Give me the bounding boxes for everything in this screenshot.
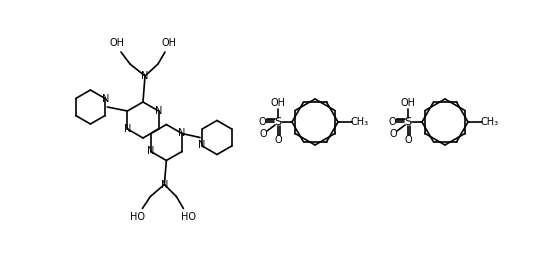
Text: OH: OH bbox=[161, 38, 176, 48]
Text: O: O bbox=[274, 135, 282, 145]
Text: HO: HO bbox=[181, 212, 196, 222]
Text: CH₃: CH₃ bbox=[481, 117, 499, 127]
Text: O: O bbox=[404, 135, 412, 145]
Text: CH₃: CH₃ bbox=[351, 117, 369, 127]
Text: O: O bbox=[259, 129, 267, 139]
Text: N: N bbox=[178, 129, 185, 139]
Text: O: O bbox=[388, 117, 396, 127]
Text: N: N bbox=[155, 106, 162, 116]
Text: N: N bbox=[124, 124, 131, 134]
Text: OH: OH bbox=[109, 38, 124, 48]
Text: N: N bbox=[102, 94, 110, 104]
Text: N: N bbox=[142, 71, 148, 81]
Text: S: S bbox=[405, 117, 412, 127]
Text: N: N bbox=[161, 180, 168, 190]
Text: N: N bbox=[147, 147, 154, 157]
Text: S: S bbox=[274, 117, 281, 127]
Text: OH: OH bbox=[271, 98, 286, 108]
Text: N: N bbox=[198, 140, 205, 150]
Text: HO: HO bbox=[130, 212, 145, 222]
Text: O: O bbox=[258, 117, 266, 127]
Text: OH: OH bbox=[400, 98, 415, 108]
Text: O: O bbox=[389, 129, 397, 139]
